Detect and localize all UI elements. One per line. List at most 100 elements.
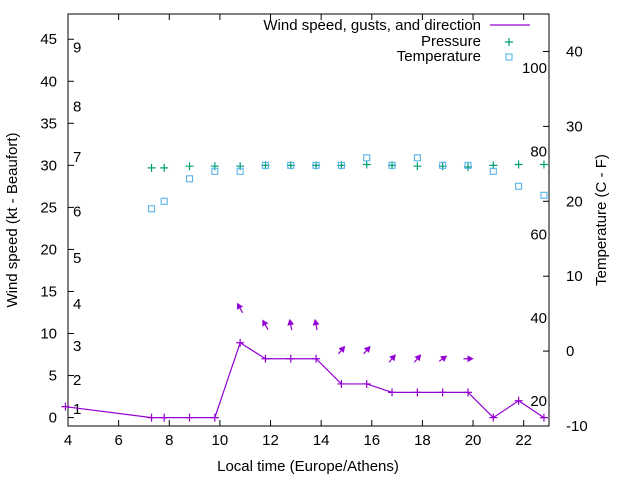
x-tick-label: 12 bbox=[262, 432, 279, 449]
y-left-tick-label: 45 bbox=[40, 31, 57, 48]
temperature-point bbox=[540, 191, 548, 199]
wind-speed-point bbox=[286, 354, 295, 363]
wind-speed-point bbox=[261, 354, 270, 363]
x-tick-label: 20 bbox=[465, 432, 482, 449]
x-axis-title: Local time (Europe/Athens) bbox=[217, 458, 399, 475]
wind-speed-point bbox=[438, 388, 447, 397]
wind-speed-point bbox=[312, 354, 321, 363]
y-right-axis-title: Temperature (C - F) bbox=[593, 154, 610, 286]
wind-direction-arrow bbox=[287, 318, 295, 331]
beaufort-label: 9 bbox=[73, 40, 81, 57]
temperature-point bbox=[489, 167, 497, 175]
y-right-tick-label: 20 bbox=[566, 193, 583, 210]
wind-speed-point bbox=[463, 388, 472, 397]
y-right-tick-label: -10 bbox=[566, 418, 588, 435]
wind-speed-point bbox=[61, 402, 70, 411]
y-left-tick-label: 35 bbox=[40, 115, 57, 132]
wind-direction-arrow bbox=[262, 319, 269, 330]
y-left-tick-label: 5 bbox=[49, 368, 57, 385]
pressure-point bbox=[539, 160, 548, 169]
wind-speed-point bbox=[514, 396, 523, 405]
temperature-point bbox=[413, 154, 421, 162]
y-left-tick-label: 15 bbox=[40, 283, 57, 300]
y-right-tick-label: 10 bbox=[566, 268, 583, 285]
wind-speed-point bbox=[210, 413, 219, 422]
pressure-point bbox=[185, 162, 194, 171]
beaufort-label: 1 bbox=[73, 401, 81, 418]
temperature-point bbox=[439, 161, 447, 169]
x-tick-label: 16 bbox=[363, 432, 380, 449]
x-tick-label: 14 bbox=[313, 432, 330, 449]
temperature-point bbox=[515, 182, 523, 190]
x-tick-label: 18 bbox=[414, 432, 431, 449]
legend-label-wind: Wind speed, gusts, and direction bbox=[263, 17, 481, 34]
legend: Wind speed, gusts, and direction Pressur… bbox=[263, 17, 530, 65]
y-right-tick-label: 30 bbox=[566, 118, 583, 135]
temperature-point bbox=[464, 161, 472, 169]
beaufort-label: 6 bbox=[73, 204, 81, 221]
y-right-tick-label: 0 bbox=[566, 343, 574, 360]
wind-speed-line bbox=[65, 341, 545, 419]
temperature-point bbox=[337, 161, 345, 169]
y-left-tick-label: 25 bbox=[40, 199, 57, 216]
wind-direction-arrow bbox=[337, 345, 346, 355]
x-tick-label: 4 bbox=[64, 432, 72, 449]
y-left-axis-title: Wind speed (kt - Beaufort) bbox=[4, 132, 21, 307]
wind-direction-arrow bbox=[438, 355, 448, 362]
wind-speed-point bbox=[185, 413, 194, 422]
data-series bbox=[61, 154, 548, 422]
beaufort-labels: 1 2 3 4 5 6 7 8 9 bbox=[73, 40, 81, 419]
wind-direction-arrow bbox=[463, 355, 474, 363]
wind-direction-arrow bbox=[413, 354, 422, 363]
beaufort-label: 5 bbox=[73, 250, 81, 267]
wind-speed-point bbox=[147, 413, 156, 422]
wind-speed-point bbox=[489, 413, 498, 422]
beaufort-label: 3 bbox=[73, 338, 81, 355]
axis-ticks bbox=[67, 14, 549, 427]
beaufort-label: 7 bbox=[73, 149, 81, 166]
fahrenheit-labels: 20 40 60 80 100 bbox=[522, 60, 547, 410]
pressure-point bbox=[514, 160, 523, 169]
wind-direction-arrow bbox=[237, 302, 244, 314]
legend-swatch-pressure bbox=[505, 38, 513, 46]
beaufort-label: 2 bbox=[73, 372, 81, 389]
temperature-point bbox=[312, 161, 320, 169]
legend-swatch-temperature bbox=[505, 53, 513, 61]
x-tick-label: 10 bbox=[212, 432, 229, 449]
temperature-point bbox=[363, 154, 371, 162]
wind-speed-point bbox=[388, 388, 397, 397]
y-left-tick-label: 0 bbox=[49, 410, 57, 427]
x-tick-label: 6 bbox=[114, 432, 122, 449]
plot-frame bbox=[67, 13, 550, 427]
fahrenheit-label: 20 bbox=[530, 393, 547, 410]
fahrenheit-label: 40 bbox=[530, 310, 547, 327]
x-tick-label: 22 bbox=[515, 432, 532, 449]
temperature-point bbox=[236, 167, 244, 175]
y-left-tick-labels: 0 5 10 15 20 25 30 35 40 45 bbox=[40, 31, 57, 426]
wind-speed-point bbox=[337, 379, 346, 388]
wind-direction-arrow bbox=[363, 345, 371, 355]
temperature-point bbox=[287, 161, 295, 169]
fahrenheit-label: 60 bbox=[530, 227, 547, 244]
wind-speed-point bbox=[236, 338, 245, 347]
temperature-point bbox=[388, 161, 396, 169]
wind-direction-arrow bbox=[312, 318, 320, 331]
beaufort-label: 4 bbox=[73, 296, 81, 313]
wind-speed-point bbox=[539, 413, 548, 422]
temperature-point bbox=[147, 205, 156, 213]
beaufort-label: 8 bbox=[73, 98, 81, 115]
pressure-point bbox=[362, 160, 371, 169]
pressure-point bbox=[160, 163, 169, 172]
legend-label-pressure: Pressure bbox=[421, 33, 481, 50]
wind-speed-point bbox=[160, 413, 169, 422]
pressure-point bbox=[147, 163, 156, 172]
wind-speed-point bbox=[362, 379, 371, 388]
x-tick-label: 8 bbox=[165, 432, 173, 449]
y-left-tick-label: 40 bbox=[40, 73, 57, 90]
wind-speed-point bbox=[413, 388, 422, 397]
wind-direction-arrow bbox=[388, 354, 396, 363]
pressure-point bbox=[413, 162, 422, 171]
fahrenheit-label: 80 bbox=[530, 143, 547, 160]
legend-label-temperature: Temperature bbox=[397, 48, 481, 65]
